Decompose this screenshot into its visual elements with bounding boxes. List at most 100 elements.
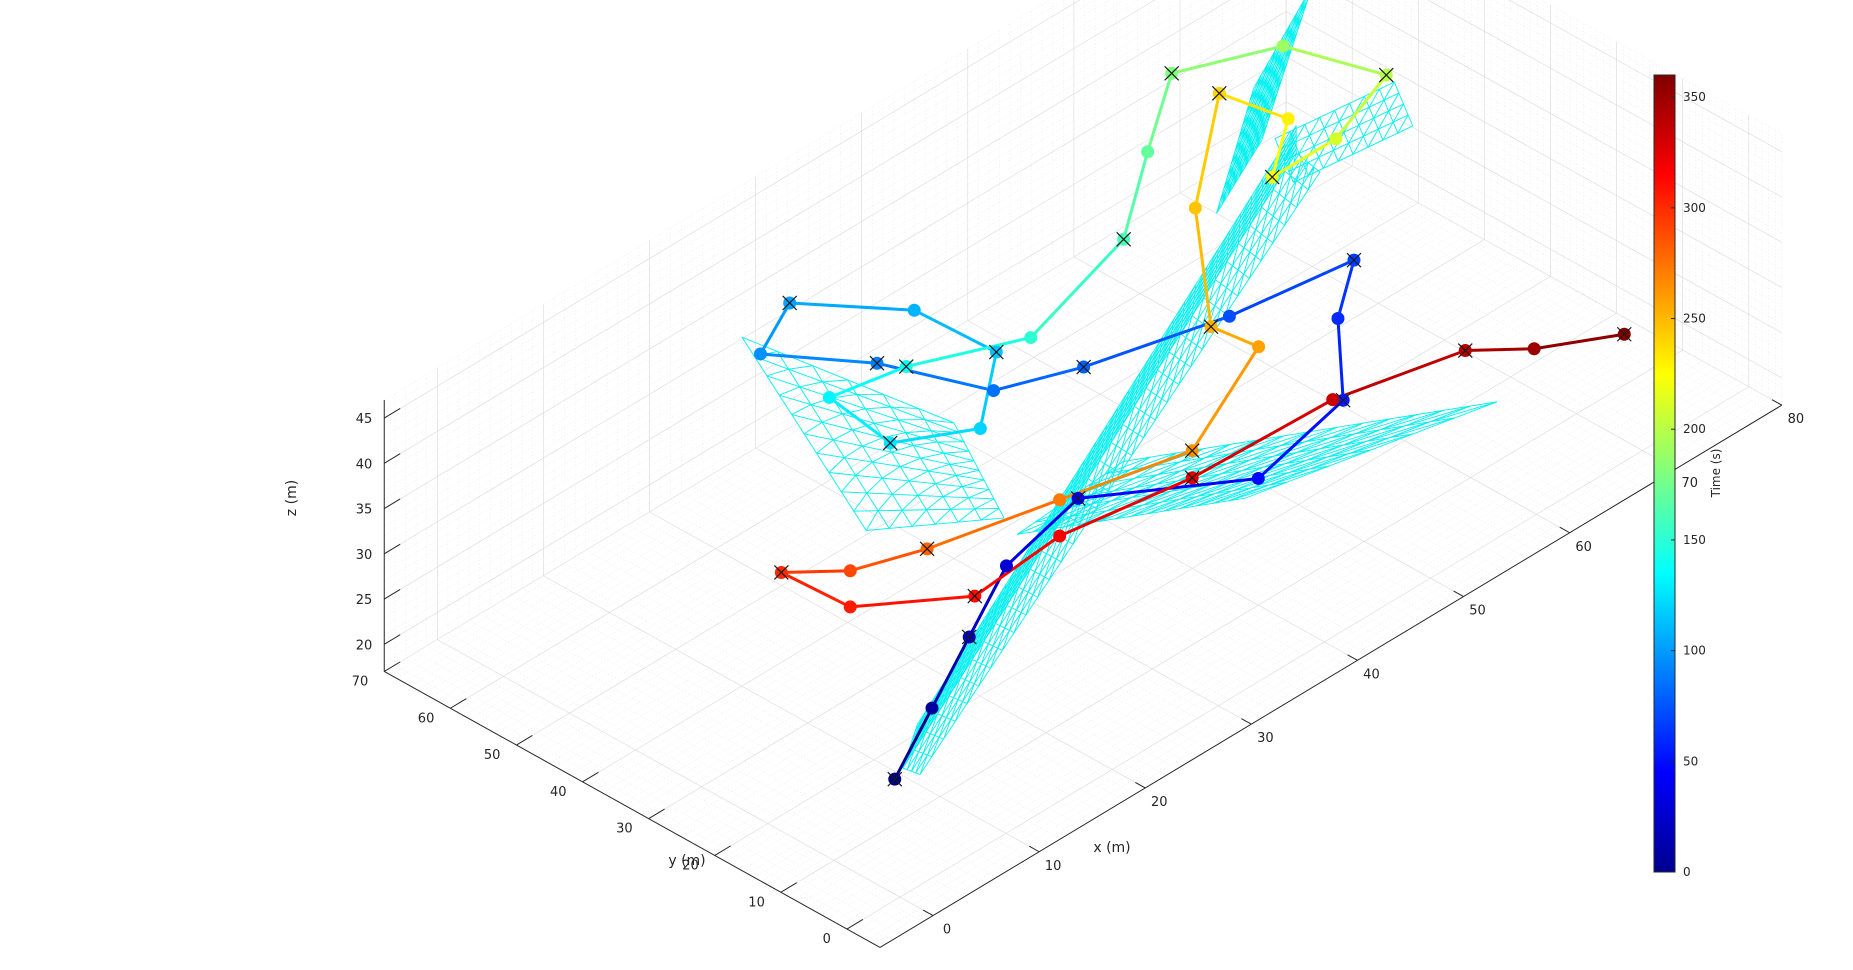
floor-grid-line — [708, 309, 1611, 852]
floor-grid-line — [549, 220, 1452, 764]
floor-grid-line — [1010, 294, 1507, 572]
trajectory-point — [987, 384, 1001, 398]
floor-grid-line — [447, 632, 944, 910]
x-tick-label: 10 — [1045, 859, 1062, 874]
trajectory-segment — [779, 570, 852, 609]
waypoint-marker — [1184, 443, 1200, 459]
waypoint-marker — [967, 588, 983, 604]
floor-grid-line — [543, 575, 1040, 853]
wall-grid-line — [384, 0, 1201, 491]
trajectory-point — [843, 564, 857, 578]
colorbar-label: Time (s) — [1709, 449, 1723, 499]
trajectory-segment — [875, 361, 996, 393]
floor-grid-line — [787, 428, 1284, 706]
aircraft-tail-fin — [1216, 0, 1309, 214]
z-tick-label: 45 — [356, 412, 373, 427]
floor-grid-line — [866, 397, 1769, 941]
waypoint-marker — [898, 359, 914, 374]
wall-grid-line — [1285, 128, 1782, 406]
floor-grid-line — [509, 198, 1412, 742]
trajectory-segment — [1058, 449, 1194, 502]
wall-grid-line — [384, 11, 1287, 555]
wall-grid-line — [384, 119, 1287, 663]
x-tick-label: 20 — [1151, 795, 1168, 810]
waypoint-marker — [1211, 85, 1227, 101]
colorbar-tick-label: 200 — [1683, 422, 1706, 436]
floor-grid-line — [437, 158, 1340, 702]
x-tick-label: 40 — [1363, 667, 1380, 682]
trajectory-point — [1222, 309, 1236, 323]
trajectory-segment — [1122, 150, 1150, 241]
floor-grid-line — [840, 382, 1743, 926]
y-tick-label: 70 — [352, 674, 369, 689]
wall-grid-line — [1492, 0, 1782, 162]
floor-grid-line — [405, 658, 902, 935]
floor-grid-line — [1052, 269, 1549, 546]
wall-grid-line — [1476, 0, 1782, 171]
trajectory-segment — [1463, 347, 1536, 353]
wall-grid-line — [384, 0, 1156, 464]
colorbar-gradient — [1653, 74, 1676, 873]
floor-grid-line — [774, 346, 1677, 889]
floor-grid-line — [860, 393, 1763, 937]
floor-grid-line — [641, 272, 1545, 816]
floor-grid-line — [469, 620, 966, 897]
floor-grid-line — [490, 607, 987, 884]
trajectory-segment — [827, 365, 908, 399]
floor-grid-line — [522, 206, 1426, 749]
wall-grid-line — [1285, 20, 1782, 297]
floor-grid-line — [681, 294, 1584, 838]
floor-grid-line — [596, 543, 1093, 821]
wall-grid-line — [384, 0, 1050, 401]
wall-grid-line — [1378, 0, 1782, 225]
y-tick-label: 10 — [748, 895, 765, 910]
trajectory-segment — [1209, 325, 1261, 349]
colorbar-tick-label: 250 — [1683, 312, 1706, 326]
colorbar: 0 50 100 150 200 250 300 350 Time (s) — [1653, 74, 1723, 879]
wall-grid-line — [1346, 0, 1782, 243]
trajectory-segment — [758, 301, 792, 356]
floor-grid-line — [760, 338, 1663, 882]
z-tick — [383, 408, 401, 419]
trajectory-segment — [788, 301, 916, 312]
y-tick — [780, 882, 798, 893]
floor-grid-line — [555, 224, 1459, 768]
waypoint-marker — [1203, 319, 1219, 335]
trajectory-point — [753, 347, 767, 361]
wall-grid-line — [384, 65, 1287, 609]
floor-grid-line — [417, 147, 1320, 691]
floor-grid-line — [1190, 186, 1687, 463]
floor-grid-line — [787, 353, 1690, 897]
floor-grid-line — [458, 626, 955, 904]
floor-grid-line — [635, 268, 1538, 812]
floor-grid-line — [767, 342, 1670, 886]
wall-grid-line — [384, 0, 1261, 527]
wall-grid-line — [1313, 0, 1782, 261]
wall-grid-line — [384, 0, 1065, 410]
trajectory-point — [1251, 471, 1265, 485]
floor-grid-line — [1222, 167, 1719, 444]
waypoint-marker — [919, 541, 935, 557]
wall-grid-line — [1362, 0, 1782, 234]
z-tick-label: 30 — [356, 548, 373, 563]
floor-grid-line — [585, 550, 1082, 827]
x-tick — [1135, 781, 1146, 789]
floor-grid-line — [496, 191, 1399, 735]
z-tick — [383, 634, 401, 645]
floor-grid-line — [522, 588, 1019, 865]
waypoint-marker — [1264, 169, 1280, 185]
floor-grid-line — [1179, 192, 1676, 470]
trajectory-segment — [1193, 206, 1213, 329]
trajectory-point — [843, 600, 857, 614]
floor-grid-line — [638, 518, 1135, 795]
waypoint-marker — [882, 435, 898, 451]
z-tick-label: 40 — [356, 457, 373, 472]
floor-grid-line — [606, 537, 1103, 814]
trajectory-segment — [930, 635, 971, 710]
wall-grid-line — [1541, 0, 1782, 134]
floor-grid-line — [957, 326, 1454, 604]
trajectory-segment — [1331, 349, 1467, 402]
wall-grid-line — [384, 92, 1287, 636]
trajectory-point — [973, 421, 987, 435]
wall-grid-line — [1285, 119, 1782, 397]
